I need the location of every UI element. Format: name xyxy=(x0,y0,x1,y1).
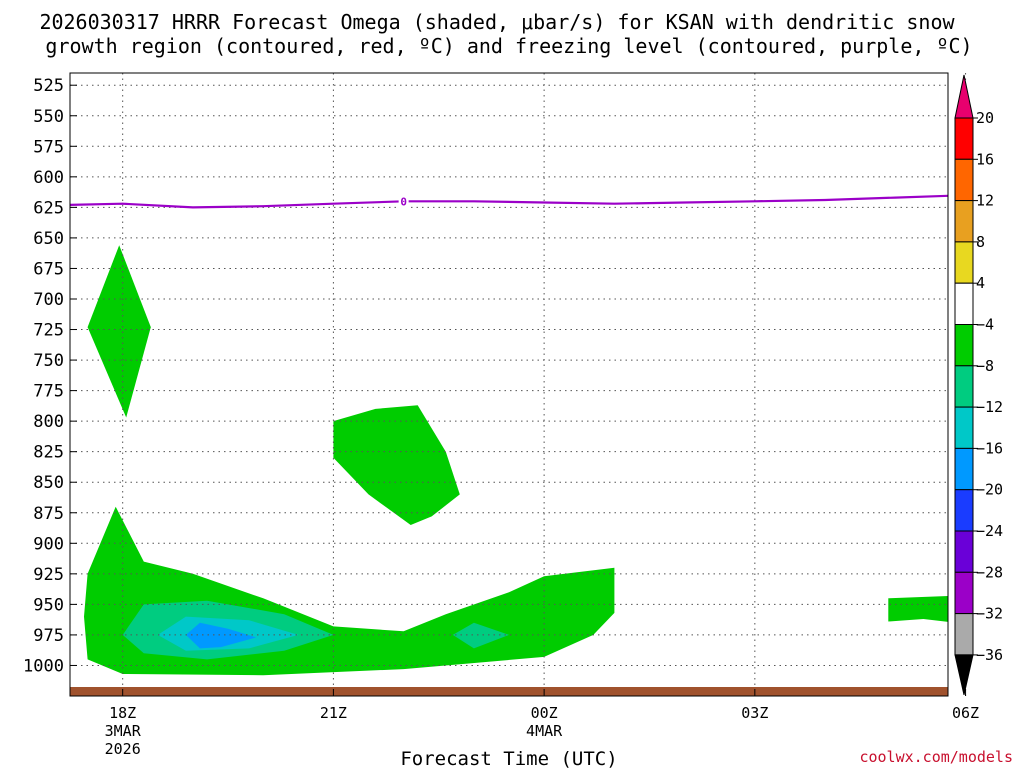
colorbar-bin-9 xyxy=(954,489,974,532)
ytick-label-1000: 1000 xyxy=(23,656,64,676)
colorbar-bottom-arrow xyxy=(954,654,974,696)
chart-title-line1: 2026030317 HRRR Forecast Omega (shaded, … xyxy=(39,10,955,34)
colorbar-label-6: −8 xyxy=(976,357,994,375)
ytick-label-600: 600 xyxy=(33,168,64,188)
omega-region-9 xyxy=(452,622,509,649)
time-axis: 18Z3MAR202621Z00Z4MAR03Z06Z09Z xyxy=(105,689,979,758)
freezing-level: 00 xyxy=(70,194,948,209)
colorbar-label-11: −28 xyxy=(976,563,1003,581)
ytick-label-550: 550 xyxy=(33,107,64,127)
colorbar-top-arrow xyxy=(954,74,974,119)
omega-region-11 xyxy=(185,622,257,649)
gridlines xyxy=(70,73,967,696)
ytick-label-825: 825 xyxy=(33,443,64,463)
colorbar-label-4: 4 xyxy=(976,274,985,292)
colorbar-label-10: −24 xyxy=(976,522,1003,540)
xtick-year-18Z: 2026 xyxy=(105,740,141,758)
xtick-label-18Z: 18Z xyxy=(109,704,136,722)
ground-surface xyxy=(70,687,948,696)
ytick-label-575: 575 xyxy=(33,137,64,157)
credit-link[interactable]: coolwx.com/models xyxy=(859,748,1013,766)
colorbar-bin-8 xyxy=(954,447,974,491)
colorbar-label-8: −16 xyxy=(976,439,1003,457)
xtick-label-21Z: 21Z xyxy=(320,704,347,722)
ytick-label-975: 975 xyxy=(33,626,64,646)
colorbar-bin-3 xyxy=(954,241,974,284)
colorbar-bin-1 xyxy=(954,158,974,202)
xtick-label-06Z: 06Z xyxy=(952,704,979,722)
ytick-label-850: 850 xyxy=(33,473,64,493)
colorbar-bin-0 xyxy=(954,117,974,160)
ytick-label-675: 675 xyxy=(33,259,64,279)
colorbar-label-9: −20 xyxy=(976,481,1003,499)
ytick-label-925: 925 xyxy=(33,565,64,585)
colorbar-label-5: −4 xyxy=(976,316,994,334)
colorbar-label-12: −32 xyxy=(976,605,1003,623)
ytick-label-950: 950 xyxy=(33,595,64,615)
colorbar-bin-6 xyxy=(954,365,974,408)
colorbar-bin-12 xyxy=(954,613,974,656)
colorbar: 20 16 12 8 4 −4 −8 −12 −16 −20 −24 −28 −32 −36 xyxy=(954,74,1003,696)
ytick-label-625: 625 xyxy=(33,198,64,218)
colorbar-bin-7 xyxy=(954,406,974,449)
omega-region-1 xyxy=(333,405,460,525)
colorbar-label-7: −12 xyxy=(976,398,1003,416)
ytick-label-900: 900 xyxy=(33,534,64,554)
omega-region-0 xyxy=(87,245,151,418)
colorbar-label-1: 16 xyxy=(976,150,994,168)
ytick-label-525: 525 xyxy=(33,76,64,96)
colorbar-label-13: −36 xyxy=(976,646,1003,664)
ytick-label-875: 875 xyxy=(33,504,64,524)
colorbar-bin-10 xyxy=(954,530,974,573)
xtick-date-18Z: 3MAR xyxy=(105,722,142,740)
plot-frame xyxy=(69,72,949,697)
colorbar-bin-5 xyxy=(954,324,974,367)
ytick-label-750: 750 xyxy=(33,351,64,371)
ytick-label-800: 800 xyxy=(33,412,64,432)
colorbar-bin-4 xyxy=(954,282,974,326)
omega-region-3 xyxy=(888,595,948,622)
xtick-date-00Z: 4MAR xyxy=(526,722,563,740)
freezing-label-bg-0 xyxy=(398,194,409,209)
ytick-label-650: 650 xyxy=(33,229,64,249)
pressure-axis: 525 550 575 600 625 650 675 700 725 750 775 800 825 8… xyxy=(23,76,77,676)
xtick-label-00Z: 00Z xyxy=(531,704,558,722)
ytick-label-725: 725 xyxy=(33,321,64,341)
colorbar-label-2: 12 xyxy=(976,192,994,210)
colorbar-label-0: 20 xyxy=(976,109,994,127)
colorbar-bin-11 xyxy=(954,571,974,615)
omega-shading xyxy=(84,245,948,676)
chart-title-line2: growth region (contoured, red, ºC) and f… xyxy=(45,34,972,58)
xtick-label-03Z: 03Z xyxy=(741,704,768,722)
colorbar-label-3: 8 xyxy=(976,233,985,251)
colorbar-bin-2 xyxy=(954,200,974,243)
freezing-level-line xyxy=(70,194,948,209)
freezing-level-label-0: 0 xyxy=(400,195,407,208)
ytick-label-775: 775 xyxy=(33,382,64,402)
ytick-label-700: 700 xyxy=(33,290,64,310)
x-axis-label: Forecast Time (UTC) xyxy=(400,748,617,768)
